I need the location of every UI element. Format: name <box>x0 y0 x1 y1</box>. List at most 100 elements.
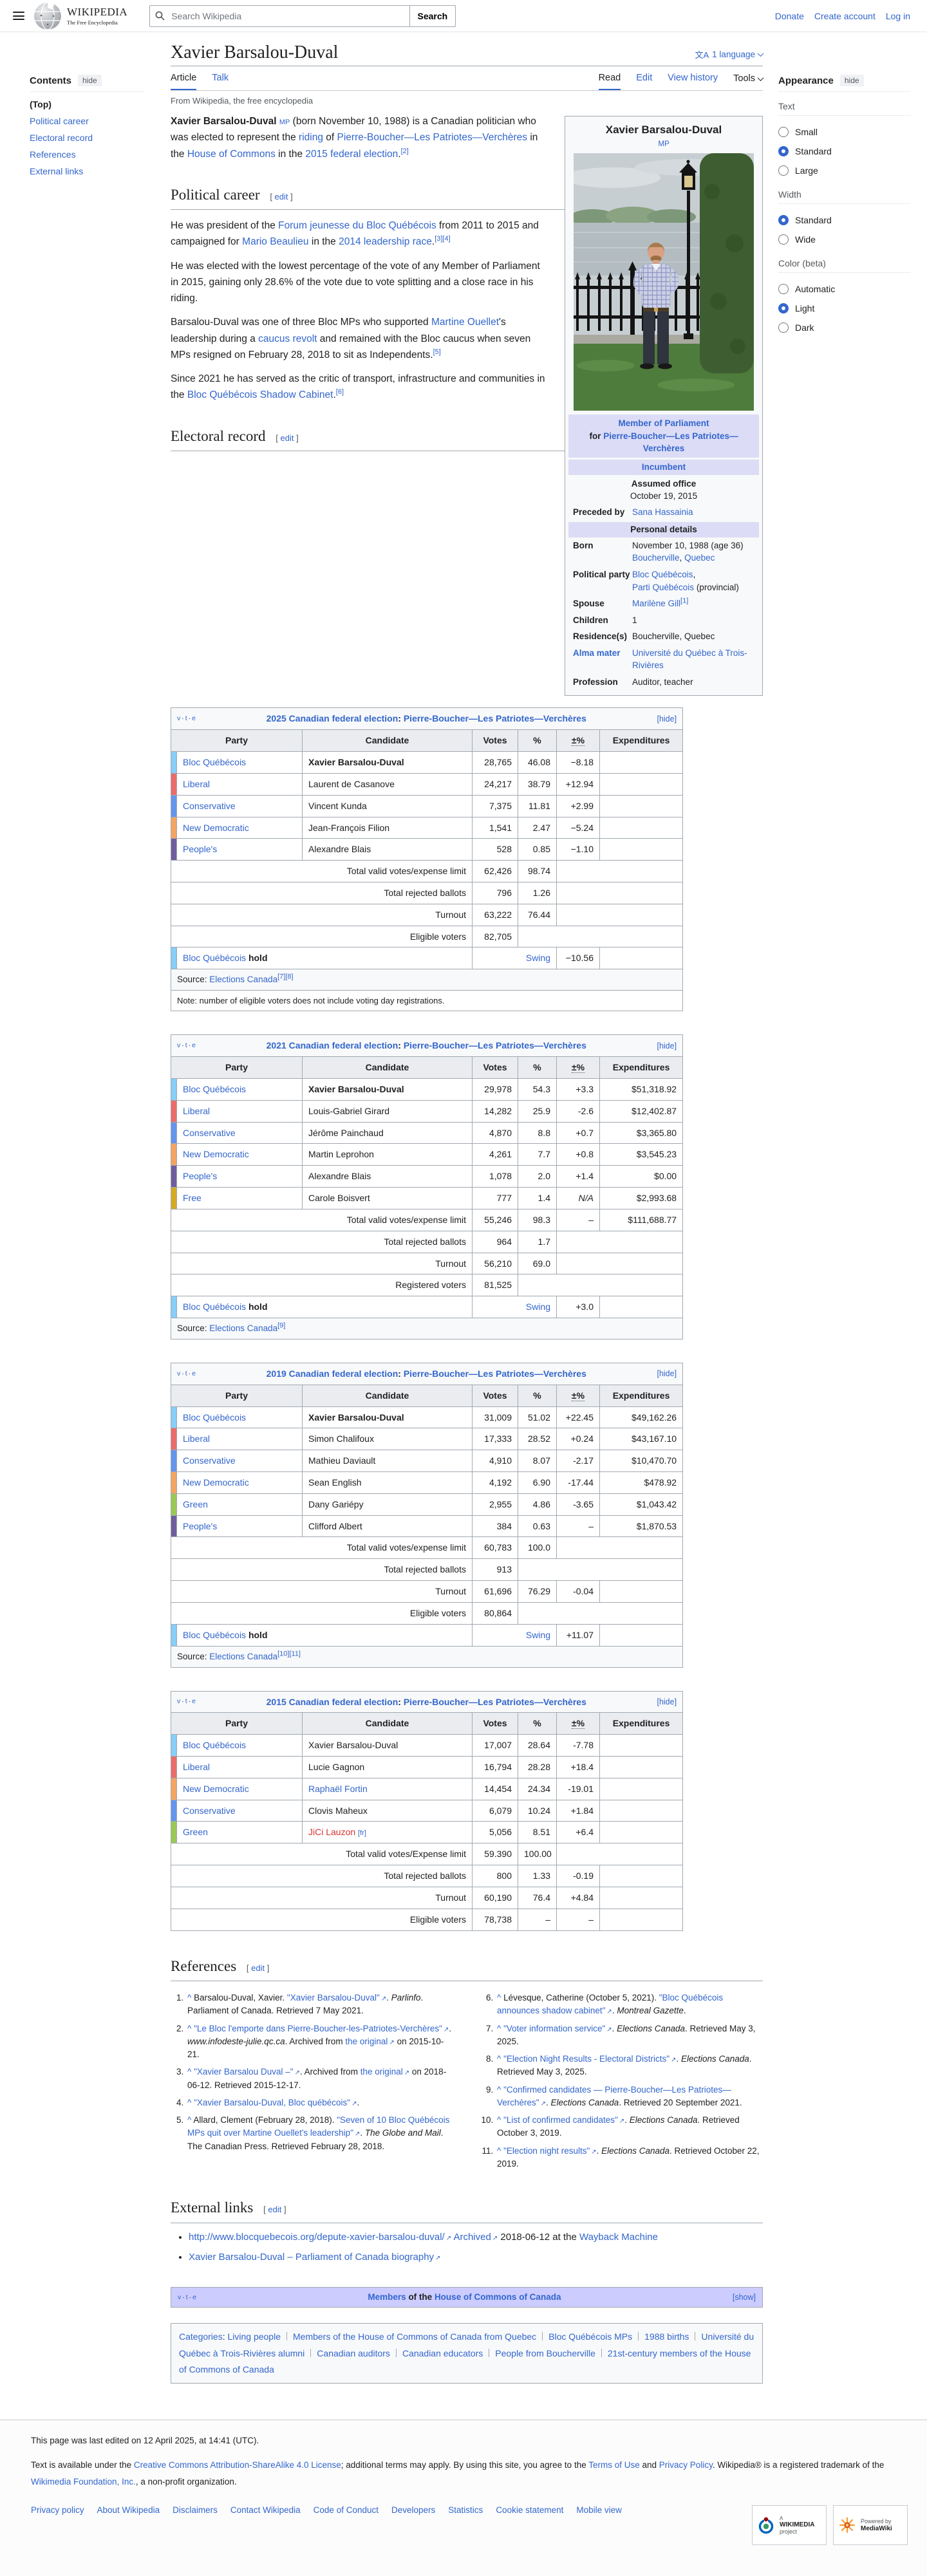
radio-option-light[interactable]: Light <box>778 299 911 318</box>
candidate-link[interactable]: Raphaël Fortin <box>308 1783 368 1794</box>
incumbent-link[interactable]: Incumbent <box>641 462 686 472</box>
hide-link[interactable]: [hide] <box>657 1369 677 1379</box>
tab-view-history[interactable]: View history <box>668 73 718 83</box>
radio-option-standard[interactable]: Standard <box>778 142 911 161</box>
sidebar-item-electoral-record[interactable]: Electoral record <box>30 133 93 143</box>
reference-link[interactable]: [3][4] <box>435 235 451 243</box>
wiki-link[interactable]: ^ <box>187 2097 192 2107</box>
category-link[interactable]: 1988 births <box>644 2331 689 2342</box>
mediawiki-badge[interactable]: Powered by MediaWiki <box>833 2505 908 2546</box>
footer-link[interactable]: Contact Wikipedia <box>230 2505 301 2515</box>
reference-link[interactable]: [7][8] <box>277 973 294 981</box>
wiki-link[interactable]: Member of Parliament <box>618 418 709 429</box>
party-link[interactable]: Bloc Québécois <box>183 1084 247 1094</box>
hide-link[interactable]: [hide] <box>657 714 677 723</box>
wiki-link[interactable]: 2021 Canadian federal election <box>266 1040 398 1051</box>
search-input[interactable] <box>170 6 410 26</box>
wiki-link[interactable]: ^ <box>187 2115 192 2125</box>
category-link[interactable]: People from Boucherville <box>495 2347 595 2358</box>
external-link[interactable]: Archived <box>453 2232 498 2243</box>
wiki-link[interactable]: Boucherville <box>632 553 680 563</box>
sidebar-item-references[interactable]: References <box>30 149 76 160</box>
party-link[interactable]: Bloc Québécois <box>183 953 247 964</box>
wiki-link[interactable]: ^ <box>187 2067 192 2077</box>
party-link[interactable]: Liberal <box>183 778 211 789</box>
category-link[interactable]: Living people <box>227 2331 281 2342</box>
external-link[interactable]: Xavier Barsalou-Duval – Parliament of Ca… <box>189 2252 440 2263</box>
vte-link[interactable]: t <box>185 714 187 723</box>
party-link[interactable]: People's <box>183 1171 218 1182</box>
vte-link[interactable]: e <box>192 1369 196 1377</box>
radio-icon[interactable] <box>778 127 789 137</box>
wiki-link[interactable]: ^ <box>497 1993 501 2003</box>
wiki-link[interactable]: caucus revolt <box>258 333 317 344</box>
create-account-link[interactable]: Create account <box>814 10 876 21</box>
party-link[interactable]: Conservative <box>183 1455 236 1466</box>
hide-link[interactable]: [hide] <box>657 1041 677 1050</box>
sidebar-item--top-[interactable]: (Top) <box>30 99 52 109</box>
external-link[interactable]: "List of confirmed candidates" <box>503 2115 624 2125</box>
external-link[interactable]: the original <box>345 2037 394 2046</box>
footer-link[interactable]: Statistics <box>448 2505 483 2515</box>
hide-link[interactable]: [hide] <box>657 1697 677 1706</box>
external-link[interactable]: "Election Night Results - Electoral Dist… <box>503 2054 676 2064</box>
wiki-link[interactable]: Bloc Québécois <box>632 569 693 579</box>
footer-link[interactable]: Cookie statement <box>496 2505 564 2515</box>
party-link[interactable]: Green <box>183 1827 208 1838</box>
wiki-link[interactable]: Pierre-Boucher—Les Patriotes—Verchères <box>403 1040 586 1051</box>
category-link[interactable]: Bloc Québécois MPs <box>548 2331 633 2342</box>
contents-hide-button[interactable]: hide <box>78 75 102 86</box>
footer-link[interactable]: Developers <box>391 2505 436 2515</box>
wiki-link[interactable]: Marilène Gill <box>632 599 681 609</box>
wiki-link[interactable]: Pierre-Boucher—Les Patriotes—Verchères <box>603 431 738 454</box>
donate-link[interactable]: Donate <box>774 10 804 21</box>
party-link[interactable]: People's <box>183 1520 218 1531</box>
category-link[interactable]: Canadian educators <box>402 2347 483 2358</box>
fr-link[interactable]: [fr] <box>358 1829 366 1838</box>
wiki-link[interactable]: Elections Canada <box>209 975 278 985</box>
search-button[interactable]: Search <box>409 5 456 27</box>
reference-link[interactable]: [5] <box>433 348 441 356</box>
reference-link[interactable]: [9] <box>277 1321 286 1330</box>
party-link[interactable]: Liberal <box>183 1433 211 1444</box>
swing-link[interactable]: Swing <box>525 1302 550 1312</box>
swing-link[interactable]: Swing <box>525 1629 550 1640</box>
vte-link[interactable]: v <box>177 714 181 723</box>
radio-option-large[interactable]: Large <box>778 161 911 180</box>
vte-link[interactable]: v <box>178 2293 182 2301</box>
radio-icon[interactable] <box>778 234 789 245</box>
party-link[interactable]: Free <box>183 1193 201 1204</box>
radio-icon[interactable] <box>778 284 789 294</box>
wiki-link[interactable]: Elections Canada <box>209 1323 278 1333</box>
wiki-link[interactable]: 2025 Canadian federal election <box>266 713 398 724</box>
category-link[interactable]: Canadian auditors <box>317 2347 390 2358</box>
party-link[interactable]: New Democratic <box>183 822 249 833</box>
wiki-link[interactable]: Bloc Québécois Shadow Cabinet <box>187 389 333 401</box>
wiki-link[interactable]: House of Commons of Canada <box>434 2292 561 2302</box>
vte-link[interactable]: t <box>185 1369 187 1377</box>
category-link[interactable]: Université du Québec à Trois-Rivières al… <box>179 2331 754 2358</box>
wiki-link[interactable]: Pierre-Boucher—Les Patriotes—Verchères <box>403 1696 586 1707</box>
reference-link[interactable]: [2] <box>400 147 409 155</box>
reference-link[interactable]: [10][11] <box>277 1650 301 1657</box>
wiki-link[interactable]: Pierre-Boucher—Les Patriotes—Verchères <box>403 1368 586 1379</box>
login-link[interactable]: Log in <box>885 10 910 21</box>
tab-article[interactable]: Article <box>171 73 197 90</box>
external-link[interactable]: "Xavier Barsalou Duval –" <box>194 2067 300 2077</box>
wiki-link[interactable]: Members <box>368 2292 406 2302</box>
vte-link[interactable]: v <box>177 1041 181 1050</box>
external-link[interactable]: "Xavier Barsalou-Duval, Bloc québécois" <box>194 2098 357 2107</box>
radio-icon[interactable] <box>778 322 789 333</box>
party-link[interactable]: Bloc Québécois <box>183 757 247 768</box>
vte-link[interactable]: t <box>185 1697 187 1706</box>
external-link[interactable]: "Voter information service" <box>503 2024 612 2033</box>
category-link[interactable]: Members of the House of Commons of Canad… <box>293 2331 537 2342</box>
wiki-link[interactable]: Université du Québec à Trois-Rivières <box>632 648 747 671</box>
wiki-link[interactable]: Wikimedia Foundation, Inc. <box>31 2476 136 2487</box>
menu-icon[interactable] <box>13 12 24 20</box>
wiki-link[interactable]: Pierre-Boucher—Les Patriotes—Verchères <box>403 713 586 724</box>
infobox-label[interactable]: Alma mater <box>573 648 621 658</box>
category-link[interactable]: 21st-century members of the House of Com… <box>179 2347 751 2375</box>
vte-link[interactable]: e <box>192 2293 197 2301</box>
footer-link[interactable]: Privacy policy <box>31 2505 84 2515</box>
